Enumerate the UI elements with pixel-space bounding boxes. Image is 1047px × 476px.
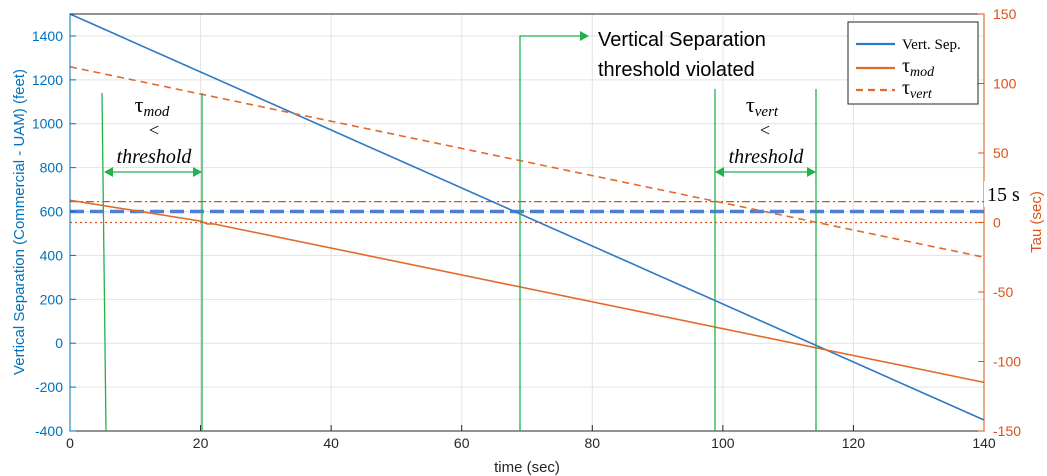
violated-text-line2: threshold violated	[598, 59, 755, 81]
tau-mod-label: τmod	[135, 92, 170, 120]
y-right-tick-label: -50	[993, 284, 1013, 300]
y-axis-right-label: Tau (sec)	[1028, 191, 1045, 253]
tau-mod-less-than: <	[149, 120, 159, 140]
legend-label-vert-sep: Vert. Sep.	[902, 37, 961, 53]
y-left-tick-label: 1200	[32, 72, 63, 88]
y-right-tick-label: 150	[993, 6, 1017, 22]
x-tick-label: 0	[66, 435, 74, 451]
x-tick-label: 60	[454, 435, 470, 451]
legend: Vert. Sep. τmod τvert	[847, 21, 979, 105]
axis-ticks: 0 20 40 60 80 100 120 140 -400 -200 0 200 400 600 800 1…	[32, 6, 1021, 451]
x-axis-label: time (sec)	[494, 459, 560, 476]
x-tick-label: 140	[972, 435, 996, 451]
fifteen-label-bg	[984, 181, 1026, 207]
annotation-bracket-left-outer	[101, 92, 107, 432]
series-line-2	[69, 66, 985, 259]
y-right-tick-label: 0	[993, 215, 1001, 231]
y-left-tick-label: -400	[35, 423, 63, 439]
annotations: τmod < threshold Vertical Separation thr…	[101, 29, 1026, 432]
y-right-tick-label: -150	[993, 423, 1021, 439]
tau-mod-threshold: threshold	[117, 146, 193, 168]
series-line-0	[69, 13, 985, 421]
y-left-tick-label: 600	[40, 204, 64, 220]
y-right-tick-label: 100	[993, 76, 1017, 92]
legend-label-tau-vert: τvert	[902, 77, 933, 102]
legend-label-tau-mod: τmod	[902, 55, 935, 80]
y-left-tick-label: 400	[40, 247, 64, 263]
x-tick-label: 100	[711, 435, 735, 451]
tau-vert-less-than: <	[760, 120, 770, 140]
series-layer	[69, 13, 985, 421]
y-right-tick-label: -100	[993, 354, 1021, 370]
y-left-tick-label: 0	[55, 335, 63, 351]
y-left-tick-label: 1000	[32, 116, 63, 132]
x-tick-label: 20	[193, 435, 209, 451]
x-tick-label: 40	[323, 435, 339, 451]
y-left-tick-label: 200	[40, 291, 64, 307]
y-left-tick-label: 1400	[32, 28, 63, 44]
violated-text-line1: Vertical Separation	[598, 29, 766, 51]
fifteen-seconds-label: 15 s	[987, 184, 1020, 206]
series-line-1	[69, 199, 985, 384]
tau-vert-threshold: threshold	[729, 146, 805, 168]
y-left-tick-label: 800	[40, 160, 64, 176]
y-left-tick-label: -200	[35, 379, 63, 395]
y-right-tick-label: 50	[993, 145, 1009, 161]
annotation-violated-line	[519, 31, 589, 431]
tau-vert-label: τvert	[746, 92, 779, 120]
x-tick-label: 120	[842, 435, 866, 451]
y-axis-left-label: Vertical Separation (Commercial - UAM) (…	[11, 69, 28, 375]
x-tick-label: 80	[584, 435, 600, 451]
